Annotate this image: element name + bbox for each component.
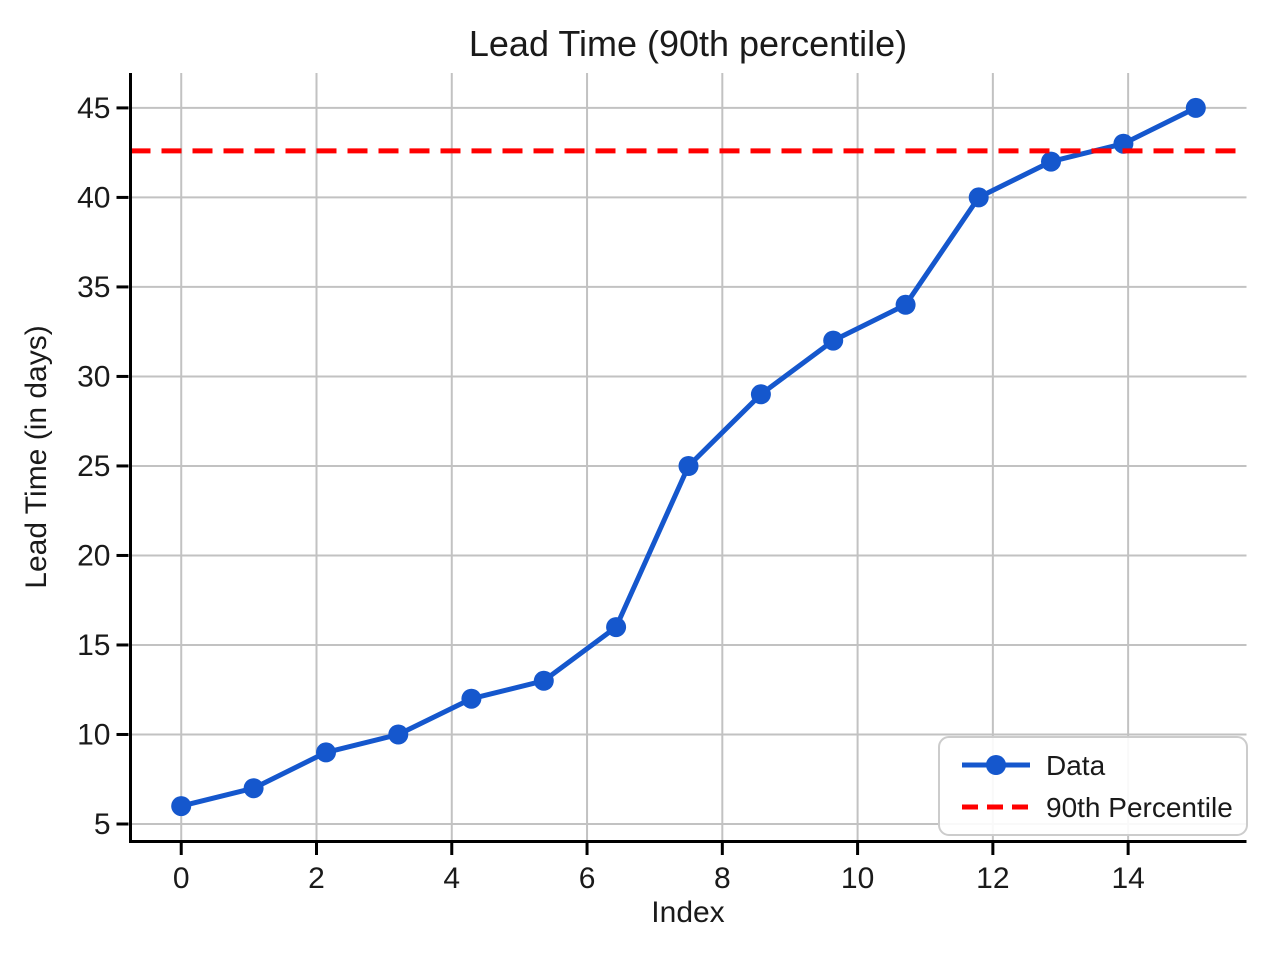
legend-data-marker-swatch [986, 755, 1006, 775]
data-point-marker [1185, 97, 1206, 118]
chart-title: Lead Time (90th percentile) [469, 23, 907, 64]
x-tick-label: 2 [308, 862, 325, 895]
x-tick-label: 4 [443, 862, 460, 895]
x-tick-label: 8 [714, 862, 731, 895]
y-tick-label: 35 [77, 271, 110, 304]
data-point-marker [1041, 151, 1061, 172]
data-series-layer [171, 97, 1206, 817]
legend-data-label: Data [1046, 750, 1106, 781]
legend: Data 90th Percentile [938, 736, 1248, 836]
data-point-marker [388, 724, 409, 745]
y-tick-label: 25 [77, 450, 110, 483]
x-tick-label: 0 [173, 862, 190, 895]
x-tick-label: 14 [1111, 862, 1144, 895]
x-axis-label: Index [651, 896, 724, 929]
data-point-marker [823, 330, 844, 351]
data-point-marker [895, 294, 916, 315]
data-point-marker [533, 670, 554, 691]
y-axis-label: Lead Time (in days) [20, 325, 53, 588]
data-point-marker [461, 688, 482, 709]
data-point-marker [750, 384, 771, 405]
legend-box [938, 736, 1248, 836]
data-point-marker [243, 778, 264, 799]
y-tick-label: 5 [94, 808, 111, 841]
y-tick-label: 10 [77, 718, 110, 751]
data-point-marker [606, 617, 627, 638]
data-point-marker [678, 456, 699, 476]
y-tick-label: 30 [77, 360, 110, 393]
x-tick-label: 10 [841, 862, 874, 895]
axes-layer: 0 2 4 6 8 10 12 14 5 10 15 20 25 30 35 40 45 [77, 73, 1247, 895]
x-tick-label: 12 [976, 862, 1009, 895]
data-point-marker [316, 742, 336, 763]
legend-percentile-label: 90th Percentile [1046, 792, 1233, 823]
y-tick-label: 15 [77, 629, 110, 662]
x-tick-label: 6 [579, 862, 596, 895]
y-tick-label: 40 [77, 181, 110, 214]
y-tick-label: 45 [77, 92, 110, 125]
y-tick-label: 20 [77, 539, 110, 572]
data-point-marker [171, 796, 192, 817]
data-point-marker [968, 187, 989, 208]
